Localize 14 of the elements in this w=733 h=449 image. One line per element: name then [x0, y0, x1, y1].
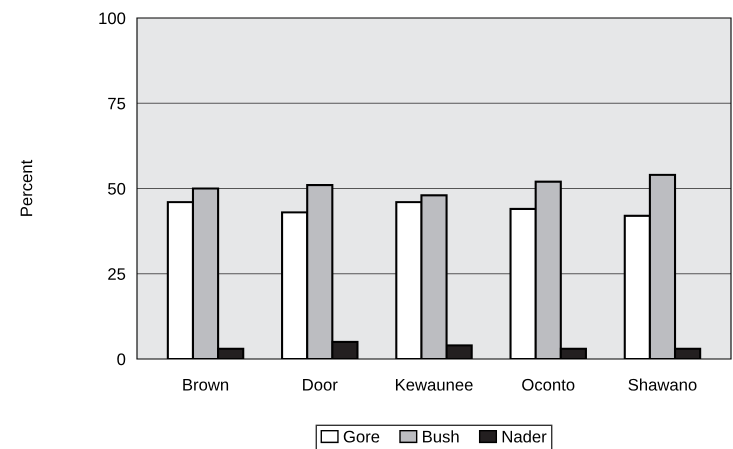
- y-tick-label: 25: [108, 268, 126, 280]
- y-tick-label: 50: [108, 182, 126, 195]
- x-tick-label: Kewaunee: [396, 379, 473, 391]
- x-tick-label: Oconto: [522, 378, 574, 391]
- legend-label: Gore: [344, 430, 380, 443]
- x-tick-label: Brown: [183, 379, 228, 391]
- y-tick-label: 75: [108, 98, 126, 110]
- y-tick-label: 100: [99, 12, 126, 24]
- y-tick-label: 0: [117, 353, 126, 366]
- legend-label: Nader: [502, 430, 546, 443]
- y-axis-title: Percent: [20, 160, 32, 216]
- legend-label: Bush: [423, 430, 459, 443]
- x-tick-label: Shawano: [628, 378, 697, 391]
- x-tick-label: Door: [303, 379, 338, 391]
